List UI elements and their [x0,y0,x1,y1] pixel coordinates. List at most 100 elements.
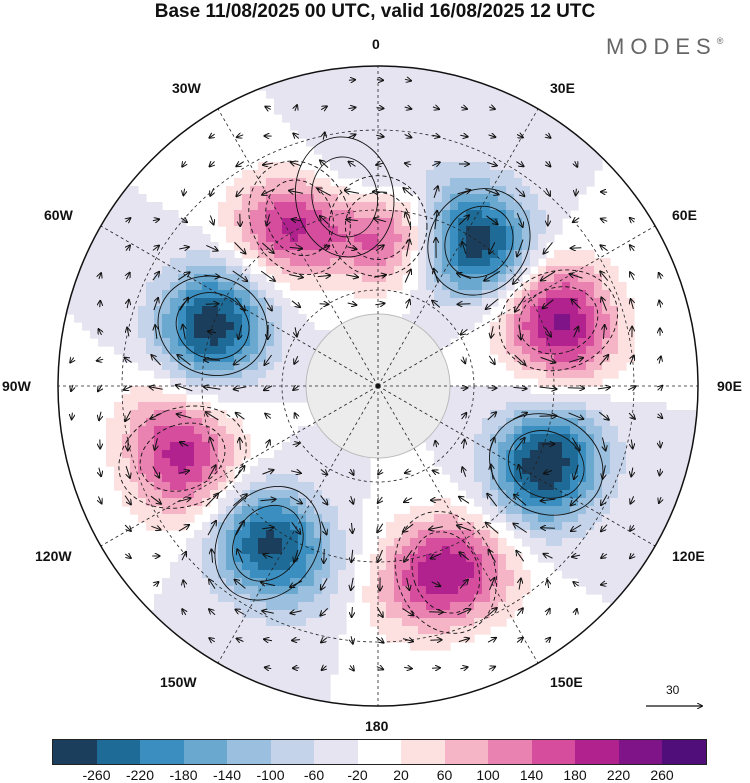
field-cell [522,282,531,291]
field-cell [378,138,387,147]
field-cell [122,410,131,419]
wind-vector [126,245,130,250]
field-cell [226,650,235,659]
field-cell [538,554,547,563]
field-cell [322,626,331,635]
field-cell [546,490,555,499]
field-cell [338,194,347,203]
field-cell [298,626,307,635]
field-cell [282,114,291,123]
field-cell [498,490,507,499]
field-cell [218,594,227,603]
wind-vector [544,554,553,558]
field-cell [378,282,387,291]
field-cell [586,522,595,531]
field-cell [610,490,619,499]
field-cell [234,290,243,299]
field-cell [234,650,243,659]
field-cell [298,106,307,115]
field-cell [554,562,563,571]
field-cell [162,450,171,459]
field-cell [202,250,211,259]
field-cell [594,522,603,531]
field-cell [586,578,595,587]
field-cell [426,154,435,163]
field-cell [106,194,115,203]
field-cell [346,138,355,147]
field-cell [266,530,275,539]
field-cell [154,434,163,443]
field-cell [250,498,259,507]
field-cell [418,66,427,75]
field-cell [562,474,571,483]
field-cell [146,434,155,443]
field-cell [130,458,139,467]
field-cell [250,234,259,243]
field-cell [474,554,483,563]
field-cell [434,434,443,443]
field-cell [666,506,675,515]
field-cell [386,226,395,235]
field-cell [218,410,227,419]
field-cell [242,290,251,299]
field-cell [354,98,363,107]
field-cell [610,442,619,451]
field-cell [514,242,523,251]
field-cell [290,186,299,195]
field-cell [482,74,491,83]
field-cell [378,130,387,139]
field-cell [466,450,475,459]
field-cell [490,226,499,235]
field-cell [354,458,363,467]
field-cell [162,362,171,371]
field-cell [274,626,283,635]
field-cell [514,498,523,507]
field-cell [674,410,683,419]
field-cell [274,162,283,171]
field-cell [362,282,371,291]
field-cell [170,322,179,331]
wind-vector [235,580,246,589]
field-cell [546,178,555,187]
field-cell [474,306,483,315]
wind-vector [289,496,302,504]
field-cell [418,570,427,579]
wind-vector [432,135,439,137]
field-cell [226,610,235,619]
field-cell [74,274,83,283]
field-cell [330,458,339,467]
field-cell [306,538,315,547]
field-cell [346,570,355,579]
field-cell [690,410,698,419]
field-cell [282,362,291,371]
wind-vector [206,244,217,250]
label-lon-180: 180 [365,718,389,734]
field-cell [330,130,339,139]
field-cell [306,554,315,563]
field-cell [178,282,187,291]
field-cell [578,538,587,547]
field-cell [610,594,619,603]
field-cell [562,442,571,451]
field-cell [402,242,411,251]
field-cell [194,506,203,515]
field-cell [250,170,259,179]
field-cell [578,322,587,331]
field-cell [274,674,283,683]
field-cell [282,386,291,395]
field-cell [546,554,555,563]
field-cell [354,506,363,515]
field-cell [290,370,299,379]
field-cell [562,322,571,331]
field-cell [146,442,155,451]
field-cell [338,114,347,123]
field-cell [474,546,483,555]
field-cell [538,178,547,187]
field-cell [546,442,555,451]
field-cell [402,618,411,627]
field-cell [434,66,443,75]
field-cell [282,594,291,603]
wind-vector [485,189,498,195]
field-cell [386,570,395,579]
field-cell [506,138,515,147]
